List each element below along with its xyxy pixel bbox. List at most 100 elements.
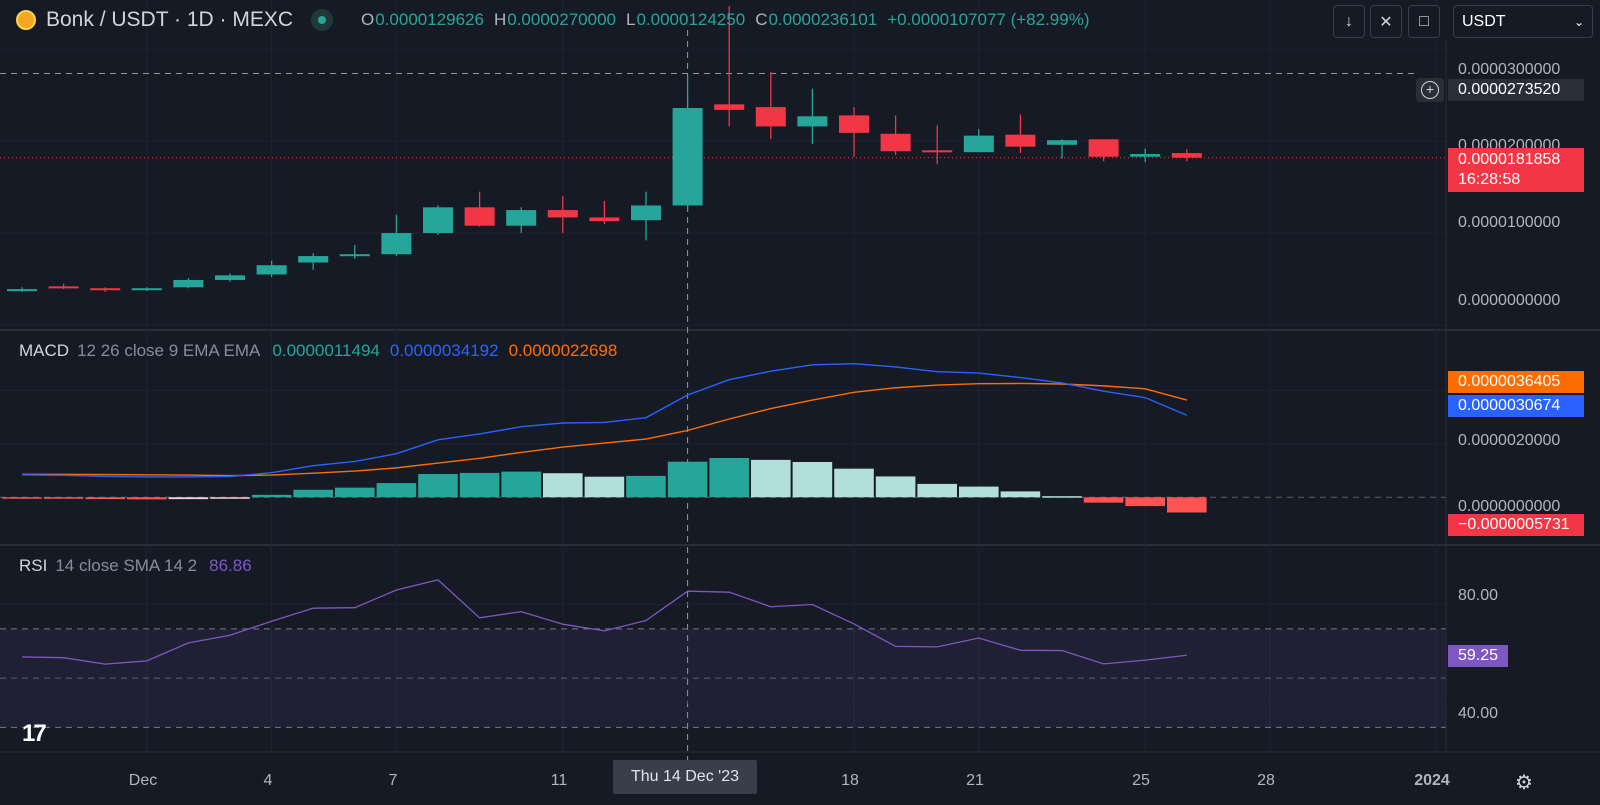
macd-histogram-bar <box>709 457 749 498</box>
macd-hist-value: 0.0000011494 <box>272 341 380 360</box>
fullscreen-icon: □ <box>1419 12 1429 30</box>
macd-name[interactable]: MACD <box>19 341 70 360</box>
candle-body <box>880 133 911 152</box>
crosshair-date-label: Thu 14 Dec '23 <box>613 760 757 794</box>
settings-button[interactable]: ⚙ <box>1512 770 1536 794</box>
time-axis-tick: 4 <box>263 772 273 789</box>
candle-body <box>173 279 204 288</box>
candle-body <box>298 256 329 263</box>
macd-histogram-bar <box>875 476 916 498</box>
macd-histogram-bar <box>917 483 957 498</box>
candle-body <box>339 254 370 257</box>
close-label: C <box>755 10 768 29</box>
candle-body <box>1047 140 1077 145</box>
rsi-line <box>21 579 1187 665</box>
candle-body <box>672 108 703 206</box>
macd-histogram-bar <box>501 471 541 498</box>
candle-body <box>381 233 412 255</box>
macd-histogram-bar <box>85 497 125 500</box>
macd-histogram-bar <box>251 494 292 498</box>
chevron-down-icon: ⌄ <box>1573 14 1584 29</box>
candle-body <box>839 115 869 133</box>
candle-body <box>1130 154 1161 157</box>
crosshair-price-tag: 0.0000273520 <box>1448 79 1584 101</box>
macd-histogram-bar <box>376 483 417 498</box>
candle-body <box>90 288 121 291</box>
countdown-value: 16:28:58 <box>1458 171 1521 188</box>
last-price-tag: 0.0000181858 16:28:58 <box>1448 148 1584 192</box>
download-icon: ↓ <box>1345 12 1353 30</box>
macd-histogram-bar <box>168 497 209 500</box>
currency-value: USDT <box>1462 12 1506 30</box>
macd-histogram-bar <box>335 487 375 498</box>
candle-body <box>963 135 994 153</box>
time-axis-tick: 25 <box>1132 772 1150 789</box>
rsi-axis-tick: 40.00 <box>1458 705 1499 722</box>
candle-body <box>1005 134 1036 147</box>
candle-body <box>755 107 786 127</box>
macd-histogram-bar <box>127 497 167 500</box>
rsi-tag: 59.25 <box>1448 645 1509 667</box>
macd-histogram-bar <box>459 472 500 498</box>
macd-histogram-bar <box>626 475 666 498</box>
macd-histogram-bar <box>2 497 42 499</box>
macd-histogram-bar <box>667 461 708 498</box>
price-axis-tick: 0.0000100000 <box>1458 214 1561 231</box>
fullscreen-button[interactable]: □ <box>1408 5 1440 38</box>
macd-legend: MACD 12 26 close 9 EMA EMA 0.0000011494 … <box>19 341 617 361</box>
download-button[interactable]: ↓ <box>1333 5 1365 38</box>
close-value: 0.0000236101 <box>768 10 878 29</box>
price-axis-tick: 0.0000000000 <box>1458 292 1561 309</box>
time-axis-tick: 18 <box>841 772 859 789</box>
macd-histogram-bar <box>418 474 458 498</box>
price-axis-tick: 0.0000300000 <box>1458 61 1561 78</box>
currency-select[interactable]: USDT ⌄ <box>1453 5 1593 38</box>
signal-line-tag: 0.0000036405 <box>1448 371 1584 393</box>
macd-histogram-bar <box>43 497 84 499</box>
candle-body <box>589 217 620 222</box>
candle-body <box>631 205 661 221</box>
candle-body <box>48 286 79 289</box>
bonk-logo-icon[interactable] <box>16 10 36 30</box>
add-alert-button[interactable]: + <box>1416 78 1444 102</box>
low-value: 0.0000124250 <box>636 10 746 29</box>
rsi-name[interactable]: RSI <box>19 556 48 575</box>
macd-line-tag: 0.0000030674 <box>1448 395 1584 417</box>
macd-histogram-bar <box>959 486 999 498</box>
rsi-band-background <box>0 628 1446 728</box>
time-axis-tick: 7 <box>388 772 398 789</box>
time-axis-tick: 28 <box>1257 772 1275 789</box>
macd-line <box>21 362 1188 478</box>
change-value: +0.0000107077 (+82.99%) <box>887 10 1090 29</box>
low-label: L <box>625 10 636 29</box>
candle-body <box>797 116 828 127</box>
candle-body <box>7 289 37 292</box>
open-value: 0.0000129626 <box>375 10 484 29</box>
macd-axis-tick: 0.0000000000 <box>1458 498 1561 515</box>
macd-histogram-bar <box>210 497 250 499</box>
signal-line <box>22 382 1187 477</box>
gear-icon: ⚙ <box>1515 771 1533 794</box>
market-status-icon[interactable] <box>311 9 333 31</box>
macd-histogram-bar <box>543 473 583 498</box>
macd-signal-value: 0.0000022698 <box>508 341 618 360</box>
plus-circle-icon: + <box>1421 81 1439 99</box>
rsi-params: 14 close SMA 14 2 <box>55 556 198 575</box>
tradingview-logo[interactable]: 17 <box>22 720 47 747</box>
macd-params: 12 26 close 9 EMA EMA <box>77 341 261 360</box>
open-label: O <box>361 10 375 29</box>
candle-body <box>714 104 745 110</box>
symbol-title[interactable]: Bonk / USDT · 1D · MEXC <box>46 8 293 31</box>
candle-body <box>506 210 537 226</box>
time-axis-tick: 11 <box>550 772 568 789</box>
collapse-button[interactable]: ✕ <box>1370 5 1402 38</box>
macd-histogram-bar <box>834 468 874 498</box>
high-value: 0.0000270000 <box>507 10 616 29</box>
last-price-value: 0.0000181858 <box>1458 151 1561 168</box>
candle-body <box>131 288 162 291</box>
macd-histogram-bar <box>1000 491 1041 498</box>
high-label: H <box>493 10 507 29</box>
histogram-tag: −0.0000005731 <box>1448 514 1584 536</box>
